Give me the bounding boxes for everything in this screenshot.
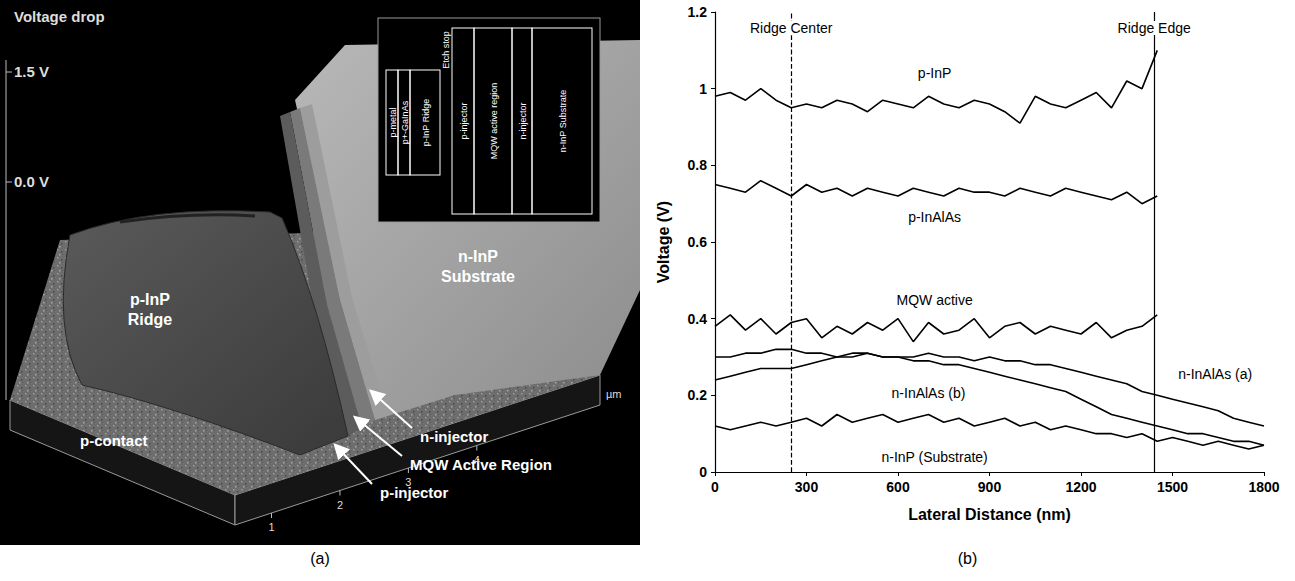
svg-text:n-InAlAs (b): n-InAlAs (b) bbox=[892, 385, 966, 401]
svg-text:MQW Active Region: MQW Active Region bbox=[410, 456, 552, 473]
svg-text:600: 600 bbox=[886, 479, 910, 495]
svg-text:0.6: 0.6 bbox=[688, 234, 708, 250]
svg-text:0.8: 0.8 bbox=[688, 157, 708, 173]
svg-text:p-metal: p-metal bbox=[388, 107, 398, 137]
svg-text:Ridge: Ridge bbox=[128, 311, 173, 328]
svg-text:Lateral Distance (nm): Lateral Distance (nm) bbox=[908, 506, 1071, 523]
svg-text:n-injector: n-injector bbox=[420, 428, 488, 445]
svg-text:n-InP: n-InP bbox=[458, 248, 498, 265]
svg-text:p-injector: p-injector bbox=[380, 484, 448, 501]
svg-text:1: 1 bbox=[268, 521, 274, 533]
svg-text:p-InAlAs: p-InAlAs bbox=[908, 209, 961, 225]
svg-text:n-InP Substrate: n-InP Substrate bbox=[558, 90, 568, 152]
svg-text:µm: µm bbox=[606, 388, 622, 400]
svg-text:MQW active: MQW active bbox=[896, 292, 972, 308]
svg-text:0: 0 bbox=[699, 464, 707, 480]
svg-text:0.4: 0.4 bbox=[688, 311, 708, 327]
svg-text:p-InP: p-InP bbox=[918, 65, 951, 81]
svg-text:Etch stop: Etch stop bbox=[441, 31, 451, 69]
svg-text:900: 900 bbox=[978, 479, 1002, 495]
svg-text:0.2: 0.2 bbox=[688, 387, 708, 403]
svg-text:Ridge Center: Ridge Center bbox=[750, 20, 833, 36]
svg-text:3: 3 bbox=[405, 476, 411, 488]
svg-text:2: 2 bbox=[337, 499, 343, 511]
svg-text:1800: 1800 bbox=[1248, 479, 1279, 495]
html-text:(a): (a) bbox=[310, 550, 330, 567]
svg-text:1.5 V: 1.5 V bbox=[14, 63, 49, 80]
svg-text:1: 1 bbox=[699, 81, 707, 97]
svg-text:300: 300 bbox=[795, 479, 819, 495]
svg-text:0.0 V: 0.0 V bbox=[14, 173, 49, 190]
svg-text:p-InP: p-InP bbox=[130, 291, 170, 308]
svg-text:Voltage drop: Voltage drop bbox=[14, 8, 105, 25]
svg-text:n-InAlAs (a): n-InAlAs (a) bbox=[1178, 366, 1252, 382]
svg-text:p-contact: p-contact bbox=[80, 432, 148, 449]
svg-text:Ridge Edge: Ridge Edge bbox=[1118, 20, 1191, 36]
svg-text:Substrate: Substrate bbox=[441, 268, 515, 285]
svg-text:MQW active region: MQW active region bbox=[489, 83, 499, 160]
svg-text:4: 4 bbox=[474, 454, 480, 466]
svg-text:1500: 1500 bbox=[1157, 479, 1188, 495]
svg-text:n-InP (Substrate): n-InP (Substrate) bbox=[881, 449, 987, 465]
svg-text:p+-GaInAs: p+-GaInAs bbox=[400, 100, 410, 144]
svg-text:0: 0 bbox=[711, 479, 719, 495]
svg-text:1.2: 1.2 bbox=[688, 4, 708, 20]
svg-text:Voltage (V): Voltage (V) bbox=[655, 201, 672, 283]
svg-text:p-injector: p-injector bbox=[459, 102, 469, 139]
svg-text:1200: 1200 bbox=[1065, 479, 1096, 495]
svg-text:p-InP Ridge: p-InP Ridge bbox=[421, 99, 431, 146]
html-text:(b): (b) bbox=[957, 550, 978, 567]
svg-text:n-injector: n-injector bbox=[518, 102, 528, 139]
